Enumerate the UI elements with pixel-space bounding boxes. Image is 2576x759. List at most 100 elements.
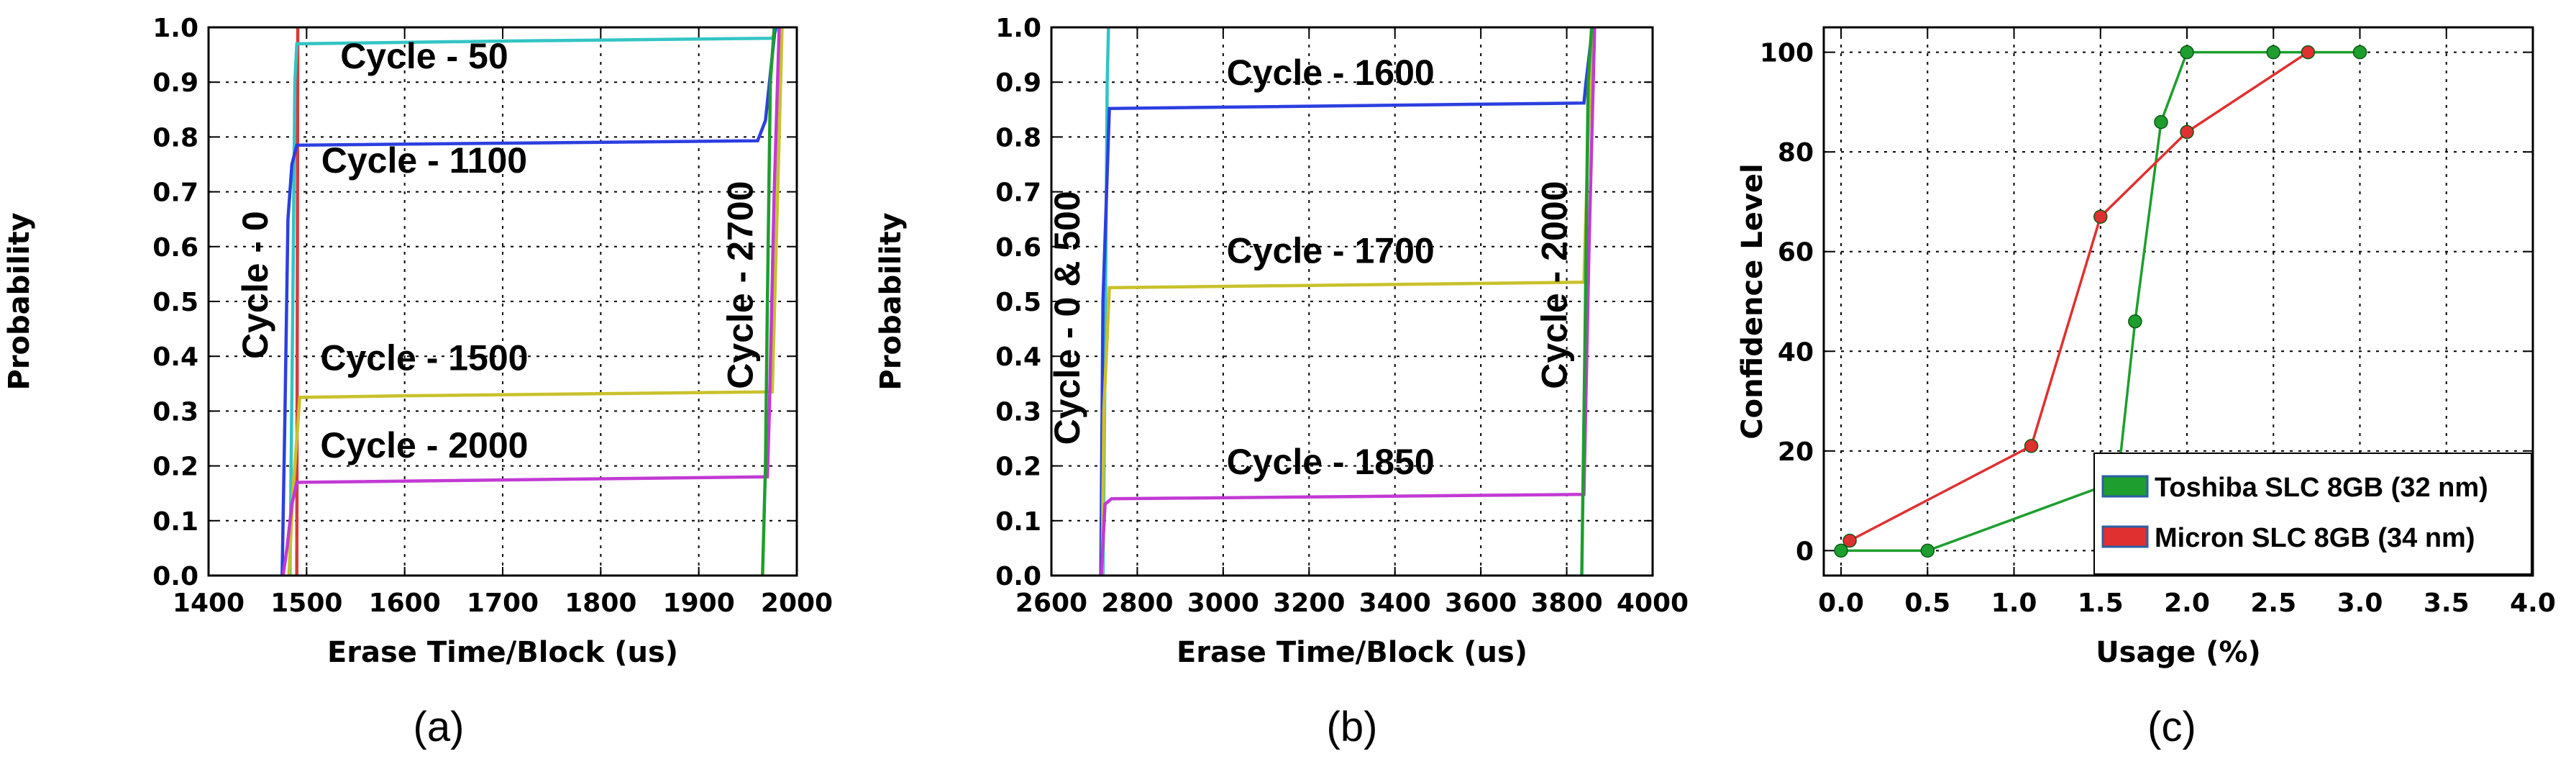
x-tick-label: 2.5 (2250, 588, 2296, 618)
y-tick-label: 0.9 (152, 68, 198, 98)
legend-swatch (2101, 475, 2149, 498)
y-tick-label: 20 (1778, 437, 1814, 467)
y-tick-label: 80 (1778, 138, 1814, 168)
series-annotation: Cycle - 1100 (321, 140, 527, 181)
x-tick-label: 4.0 (2510, 588, 2556, 618)
y-tick-label: 0.0 (995, 562, 1041, 591)
data-point (1834, 543, 1848, 558)
y-tick-label: 0.3 (995, 397, 1041, 427)
x-tick-label: 0.0 (1818, 588, 1864, 618)
x-tick-label: 1400 (173, 588, 245, 618)
x-tick-label: 3200 (1273, 588, 1345, 618)
panel-c-chart: 0.0 0.5 1.0 1.5 2.0 2.5 3.0 3.5 4.0 0 20 40 60 80 100 U… (1736, 26, 2556, 750)
y-tick-label: 0.1 (152, 507, 198, 537)
y-axis-label: Probability (3, 212, 36, 390)
x-tick-label: 2000 (761, 588, 833, 618)
plot-frame (1050, 26, 1654, 577)
series-annotation: Cycle - 2700 (721, 181, 761, 389)
series-line (1099, 27, 1594, 576)
x-tick-label: 3000 (1187, 588, 1259, 618)
data-point (2180, 124, 2194, 140)
series-line (288, 27, 779, 576)
series-line (1841, 50, 2360, 553)
x-tick-label: 0.5 (1904, 588, 1950, 618)
series-annotation: Cycle - 50 (340, 36, 508, 76)
series-group (1099, 27, 1597, 576)
x-tick-label: 3.0 (2337, 588, 2383, 618)
y-tick-label: 1.0 (152, 14, 198, 43)
x-tick-label: 3800 (1530, 588, 1602, 618)
y-tick-label: 100 (1760, 39, 1814, 68)
series-line (295, 27, 300, 576)
y-tick-label: 0.8 (152, 123, 198, 153)
data-point (2180, 45, 2194, 60)
series-annotation: Cycle - 1600 (1227, 53, 1435, 93)
panel-label: (c) (2147, 704, 2196, 750)
series-group (280, 27, 784, 576)
x-tick-label: 1.0 (1991, 588, 2037, 618)
y-tick-label: 0.5 (152, 288, 198, 317)
series-line (761, 27, 776, 576)
x-tick-label: 1500 (270, 588, 342, 618)
panel-label: (a) (414, 704, 465, 750)
series-annotation: Cycle - 1850 (1227, 442, 1435, 482)
series-line (287, 27, 784, 576)
x-axis-label: Usage (%) (2096, 636, 2261, 669)
x-tick-label: 3.5 (2424, 588, 2470, 618)
y-axis-label: Probability (874, 212, 908, 390)
legend-entry-label: Micron SLC 8GB (34 nm) (2155, 523, 2475, 553)
data-point (2024, 439, 2039, 453)
y-tick-label: 0.6 (152, 233, 198, 263)
data-point (1920, 543, 1935, 558)
y-tick-label: 0.5 (995, 288, 1041, 317)
x-axis-label: Erase Time/Block (us) (327, 636, 678, 669)
series-line (1100, 27, 1597, 576)
y-tick-label: 0.4 (995, 342, 1041, 372)
x-tick-label: 1.5 (2078, 588, 2124, 618)
x-axis-label: Erase Time/Block (us) (1177, 636, 1527, 669)
y-axis-label: Confidence Level (1736, 163, 1769, 440)
data-point (2266, 45, 2281, 60)
y-tick-label: 0.7 (152, 178, 198, 208)
data-point (2301, 45, 2316, 60)
x-tick-label: 1600 (369, 588, 441, 618)
y-tick-label: 0.4 (152, 342, 198, 372)
series-line (1580, 27, 1594, 576)
y-tick-label: 0.6 (995, 233, 1041, 263)
y-tick-label: 0.1 (995, 507, 1041, 537)
series-annotation: Cycle - 0 (235, 211, 275, 359)
series-line (280, 27, 777, 576)
x-tick-label: 2600 (1015, 588, 1087, 618)
series-annotation: Cycle - 0 & 500 (1047, 191, 1087, 445)
panel-label: (b) (1327, 704, 1378, 750)
plot-frame (1822, 26, 2534, 577)
x-tick-label: 3400 (1359, 588, 1431, 618)
data-point (1842, 533, 1857, 548)
data-point (2128, 314, 2142, 329)
y-tick-label: 40 (1778, 337, 1814, 367)
plot-frame (207, 26, 798, 577)
series-annotation: Cycle - 1500 (320, 337, 528, 378)
panel-b-chart: 2600 2800 3000 3200 3400 3600 3800 4000 0.0 0.1 0.… (874, 14, 1689, 750)
y-tick-label: 0.2 (995, 453, 1041, 482)
x-tick-label: 4000 (1617, 588, 1689, 618)
y-tick-label: 0.0 (152, 562, 198, 591)
data-point (2352, 45, 2367, 60)
panel-a-chart: 1400 1500 1600 1700 1800 1900 2000 0.0 0.1 0.2 0.3… (3, 14, 833, 750)
y-tick-label: 0.8 (995, 123, 1041, 153)
x-tick-label: 2.0 (2164, 588, 2210, 618)
y-tick-label: 0.2 (152, 453, 198, 482)
x-tick-label: 1800 (565, 588, 636, 618)
legend-entry-label: Toshiba SLC 8GB (32 nm) (2155, 473, 2488, 503)
y-tick-label: 60 (1778, 238, 1814, 268)
series-annotation: Cycle - 1700 (1227, 231, 1435, 271)
y-tick-label: 0.3 (152, 397, 198, 427)
y-tick-label: 0 (1796, 537, 1814, 566)
series-line (281, 27, 781, 576)
x-tick-label: 1900 (663, 588, 735, 618)
x-tick-label: 3600 (1445, 588, 1517, 618)
series-annotation: Cycle - 2000 (320, 425, 528, 465)
y-tick-label: 0.9 (995, 68, 1041, 98)
legend-swatch (2101, 525, 2149, 548)
